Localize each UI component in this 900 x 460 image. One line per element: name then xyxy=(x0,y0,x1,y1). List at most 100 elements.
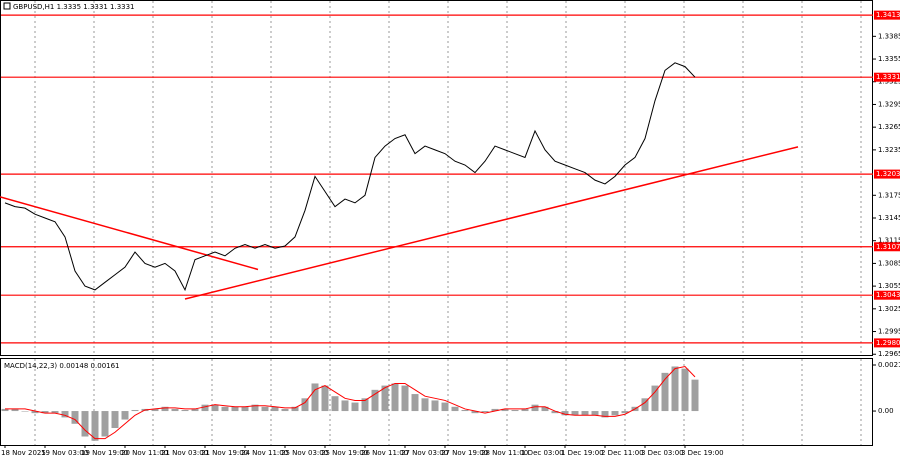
chart-title: GBPUSD,H1 1.3335 1.3331 1.3331 xyxy=(13,3,135,11)
macd-bar xyxy=(41,411,49,414)
macd-bar xyxy=(131,409,139,412)
macd-bar xyxy=(181,409,189,412)
macd-bar xyxy=(271,406,279,412)
y-tick-label: 0.00217 xyxy=(878,361,900,369)
macd-bar xyxy=(421,398,429,412)
level-label: 1.3331 xyxy=(876,73,900,81)
macd-bar xyxy=(1,408,9,412)
macd-bar xyxy=(691,379,699,412)
level-label-bg xyxy=(874,169,900,179)
y-tick-label: 1.3055 xyxy=(878,282,900,290)
x-tick-label: 21 Nov 19:00 xyxy=(201,449,248,457)
x-tick-label: 1 Dec 19:00 xyxy=(561,449,604,457)
x-tick-label: 3 Dec 19:00 xyxy=(681,449,724,457)
macd-bar xyxy=(281,408,289,412)
x-tick-label: 25 Nov 03:00 xyxy=(281,449,328,457)
y-tick-label: 1.3325 xyxy=(878,78,900,86)
macd-bar xyxy=(431,400,439,412)
x-tick-label: 21 Nov 03:00 xyxy=(161,449,208,457)
trendline xyxy=(184,146,799,300)
price-line xyxy=(4,62,696,292)
macd-bar xyxy=(361,398,369,412)
macd-bar xyxy=(381,385,389,412)
macd-bar xyxy=(491,408,499,412)
macd-bar xyxy=(661,372,669,412)
level-label-bg xyxy=(874,242,900,252)
macd-bar xyxy=(261,406,269,412)
y-tick-label: 1.2995 xyxy=(878,328,900,336)
macd-bar xyxy=(91,411,99,441)
macd-title: MACD(14,22,3) 0.00148 0.00161 xyxy=(4,362,120,370)
macd-bar xyxy=(161,406,169,412)
macd-bar xyxy=(121,411,129,420)
macd-bar xyxy=(561,411,569,416)
x-tick-label: 27 Nov 03:00 xyxy=(401,449,448,457)
y-tick-label: 1.3145 xyxy=(878,214,900,222)
x-tick-label: 19 Nov 03:00 xyxy=(41,449,88,457)
macd-bar xyxy=(601,411,609,418)
x-tick-label: 18 Nov 2025 xyxy=(1,449,46,457)
macd-bar xyxy=(401,385,409,412)
macd-bar xyxy=(481,411,489,413)
macd-bar xyxy=(341,400,349,412)
y-tick-label: 1.3175 xyxy=(878,191,900,199)
x-tick-label: 19 Nov 19:00 xyxy=(81,449,128,457)
macd-bar xyxy=(471,411,479,414)
macd-bar xyxy=(611,411,619,416)
y-tick-label: 1.2965 xyxy=(878,350,900,358)
macd-bar xyxy=(671,366,679,412)
x-tick-label: 2 Dec 11:00 xyxy=(601,449,644,457)
macd-bar xyxy=(321,385,329,412)
y-tick-label: 1.3235 xyxy=(878,146,900,154)
macd-bar xyxy=(111,411,119,429)
macd-bar xyxy=(151,408,159,412)
y-tick-label: 1.3385 xyxy=(878,32,900,40)
macd-bar xyxy=(541,406,549,412)
macd-bar xyxy=(551,411,559,414)
y-tick-label: 1.3265 xyxy=(878,123,900,131)
level-label-bg xyxy=(874,72,900,82)
x-tick-label: 1 Dec 03:00 xyxy=(521,449,564,457)
macd-bar xyxy=(171,408,179,412)
macd-bar xyxy=(511,409,519,412)
macd-bar xyxy=(331,396,339,412)
x-tick-label: 24 Nov 11:00 xyxy=(241,449,288,457)
level-label-bg xyxy=(874,338,900,348)
y-tick-label: 1.3025 xyxy=(878,305,900,313)
macd-bar xyxy=(291,406,299,412)
macd-bar xyxy=(311,383,319,412)
macd-bar xyxy=(101,411,109,437)
macd-bar xyxy=(231,406,239,412)
macd-bar xyxy=(591,411,599,416)
macd-bar xyxy=(351,402,359,412)
macd-bar xyxy=(451,406,459,412)
macd-bar xyxy=(221,406,229,412)
macd-bar xyxy=(191,408,199,412)
level-label: 1.3413 xyxy=(876,11,900,19)
macd-bar xyxy=(31,411,39,414)
macd-bar xyxy=(21,411,29,412)
x-tick-label: 20 Nov 11:00 xyxy=(121,449,168,457)
macd-bar xyxy=(251,404,259,412)
y-tick-label: 0.00 xyxy=(878,407,894,415)
macd-bar xyxy=(681,368,689,412)
x-tick-label: 28 Nov 11:00 xyxy=(481,449,528,457)
macd-bar xyxy=(241,406,249,412)
macd-bar xyxy=(621,411,629,414)
level-label: 1.3043 xyxy=(876,291,900,299)
macd-bar xyxy=(51,411,59,414)
macd-bar xyxy=(61,411,69,418)
macd-bar xyxy=(641,398,649,412)
x-tick-label: 26 Nov 11:00 xyxy=(361,449,408,457)
y-tick-label: 1.3085 xyxy=(878,259,900,267)
signal-line xyxy=(5,365,696,440)
macd-bar xyxy=(461,409,469,412)
level-label: 1.3203 xyxy=(876,170,900,178)
macd-bar xyxy=(371,389,379,412)
level-label: 1.3107 xyxy=(876,243,900,251)
y-tick-label: 1.3295 xyxy=(878,100,900,108)
macd-bar xyxy=(301,398,309,412)
macd-bar xyxy=(501,408,509,412)
level-label-bg xyxy=(874,290,900,300)
